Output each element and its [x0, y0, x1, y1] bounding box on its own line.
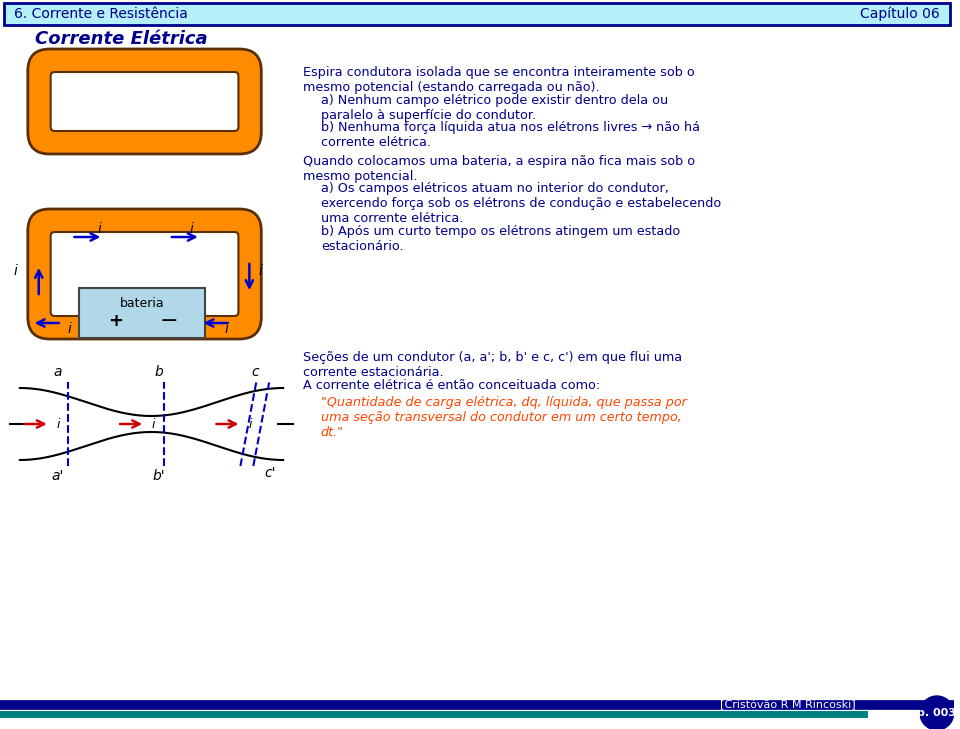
FancyBboxPatch shape	[28, 209, 261, 339]
Text: i: i	[57, 418, 60, 431]
Text: p. 003: p. 003	[918, 708, 956, 718]
Text: i: i	[14, 264, 18, 278]
Text: b) Nenhuma força líquida atua nos elétrons livres → não há
corrente elétrica.: b) Nenhuma força líquida atua nos elétro…	[321, 121, 700, 149]
FancyBboxPatch shape	[51, 72, 238, 131]
Text: b) Após um curto tempo os elétrons atingem um estado
estacionário.: b) Após um curto tempo os elétrons ating…	[321, 225, 680, 253]
Text: i: i	[67, 322, 71, 336]
Circle shape	[920, 696, 953, 729]
Text: bateria: bateria	[120, 297, 164, 310]
Text: Seções de um condutor (a, a'; b, b' e c, c') em que flui uma
corrente estacionár: Seções de um condutor (a, a'; b, b' e c,…	[303, 351, 683, 379]
Text: b: b	[155, 365, 163, 379]
Text: i: i	[249, 418, 252, 431]
Text: b': b'	[153, 469, 165, 483]
Text: +: +	[108, 312, 123, 330]
Text: i: i	[190, 222, 194, 236]
Text: "Quantidade de carga elétrica, dq, líquida, que passa por
uma seção transversal : "Quantidade de carga elétrica, dq, líqui…	[321, 396, 686, 439]
FancyBboxPatch shape	[4, 3, 949, 25]
Text: a': a'	[52, 469, 63, 483]
Text: a: a	[54, 365, 61, 379]
Text: Quando colocamos uma bateria, a espira não fica mais sob o
mesmo potencial.: Quando colocamos uma bateria, a espira n…	[303, 155, 695, 183]
Text: c: c	[252, 365, 259, 379]
Text: A corrente elétrica é então conceituada como:: A corrente elétrica é então conceituada …	[303, 379, 600, 392]
Text: Espira condutora isolada que se encontra inteiramente sob o
mesmo potencial (est: Espira condutora isolada que se encontra…	[303, 66, 695, 94]
FancyBboxPatch shape	[51, 232, 238, 316]
Text: [Cristóvão R M Rincoski]: [Cristóvão R M Rincoski]	[720, 700, 856, 710]
Text: i: i	[225, 322, 228, 336]
Text: a) Os campos elétricos atuam no interior do condutor,
exercendo força sob os elé: a) Os campos elétricos atuam no interior…	[321, 182, 721, 225]
Text: Capítulo 06: Capítulo 06	[860, 7, 940, 21]
Text: −: −	[159, 311, 178, 331]
Text: Corrente Elétrica: Corrente Elétrica	[35, 30, 207, 48]
Text: a) Nenhum campo elétrico pode existir dentro dela ou
paralelo à superfície do co: a) Nenhum campo elétrico pode existir de…	[321, 94, 668, 122]
Text: i: i	[258, 264, 262, 278]
Text: i: i	[152, 418, 156, 431]
Text: c': c'	[264, 466, 276, 480]
Text: 6. Corrente e Resistência: 6. Corrente e Resistência	[13, 7, 188, 21]
FancyBboxPatch shape	[28, 49, 261, 154]
Text: i: i	[97, 222, 102, 236]
FancyBboxPatch shape	[80, 288, 204, 338]
